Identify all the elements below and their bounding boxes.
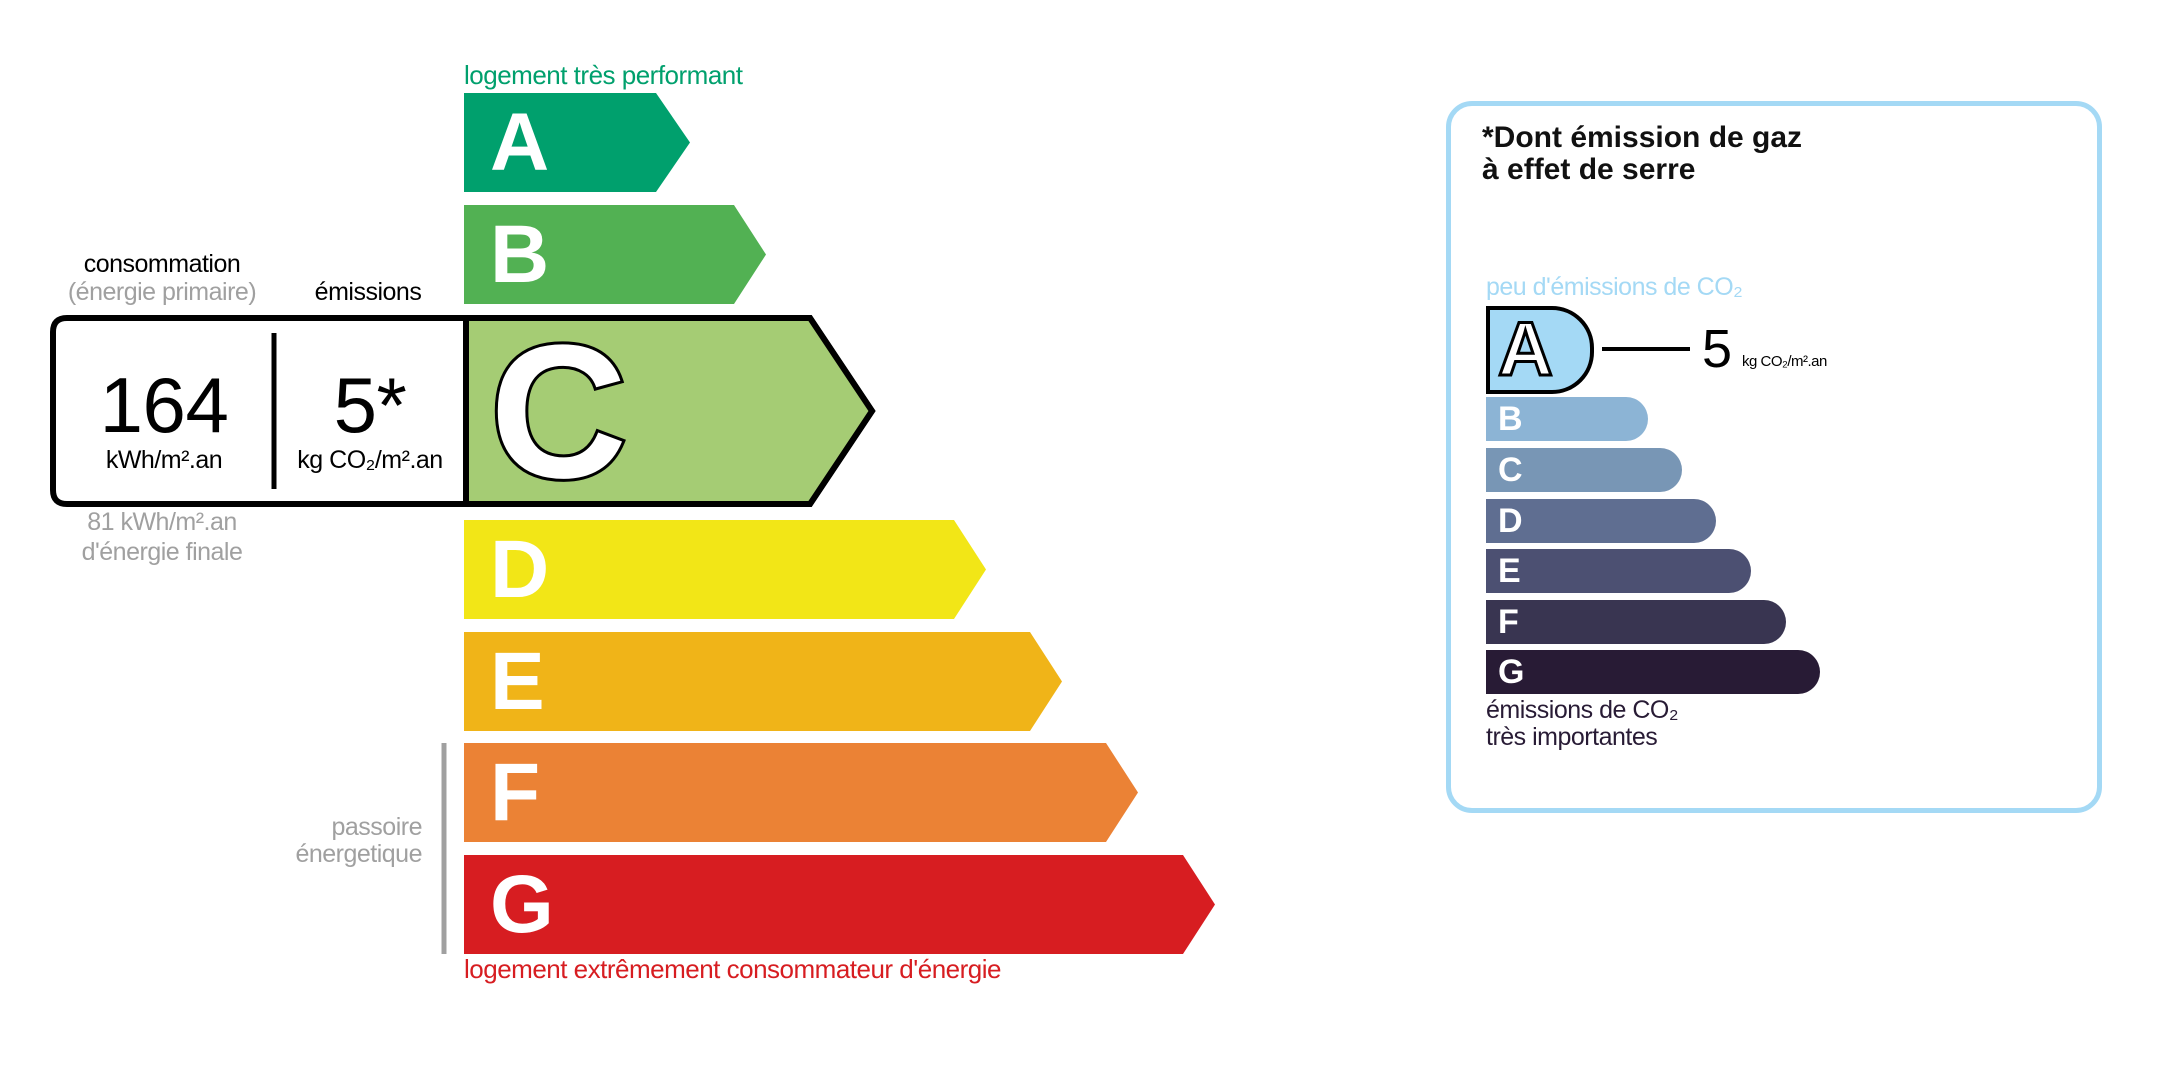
- top-label: logement très performant: [464, 60, 743, 90]
- consommation-unit: kWh/m².an: [105, 446, 223, 474]
- emissions-unit: kg CO₂/m².an: [297, 446, 443, 474]
- class-letter: D: [490, 524, 550, 615]
- ges-class-c: C: [1486, 448, 1682, 492]
- ges-bottom-line-2: très importantes: [1486, 723, 1658, 751]
- ges-bottom-line-1: émissions de CO₂: [1486, 696, 1679, 724]
- consommation-label: consommation: [83, 250, 241, 278]
- energy-class-f: F: [464, 743, 1138, 842]
- energy-class-g: G: [464, 855, 1215, 954]
- bottom-label: logement extrêmement consommateur d'éner…: [464, 954, 1001, 984]
- current-class-letter: C: [490, 306, 627, 518]
- ges-class-b: B: [1486, 397, 1648, 441]
- primaire-label: (énergie primaire): [67, 278, 257, 306]
- ges-title-line-2: à effet de serre: [1482, 153, 1696, 186]
- class-letter: B: [490, 209, 550, 300]
- ges-title: *Dont émission de gaz à effet de serre: [1482, 122, 1802, 186]
- class-letter: D: [1498, 502, 1523, 540]
- energy-class-e: E: [464, 632, 1062, 731]
- class-letter: B: [1498, 400, 1523, 438]
- ges-class-d: D: [1486, 499, 1716, 543]
- ges-class-f: F: [1486, 600, 1786, 644]
- ges-title-line-1: *Dont émission de gaz: [1482, 121, 1803, 154]
- ges-value-connector: [1602, 347, 1690, 351]
- energy-class-b: B: [464, 205, 766, 304]
- class-letter: A: [1497, 306, 1555, 394]
- class-letter: E: [1498, 552, 1521, 590]
- finale-value: 81 kWh/m².an: [87, 508, 237, 536]
- energy-class-a: A: [464, 93, 690, 192]
- class-letter: C: [1498, 451, 1523, 489]
- class-letter: G: [1498, 653, 1525, 691]
- energy-class-c: [463, 315, 876, 507]
- class-letter: E: [490, 636, 545, 727]
- class-letter: F: [1498, 603, 1519, 641]
- ges-top-label: peu d'émissions de CO₂: [1486, 273, 1743, 301]
- passoire-line-2: énergetique: [295, 840, 422, 868]
- passoire-label: passoire énergetique: [295, 814, 422, 868]
- class-letter: A: [490, 97, 550, 188]
- ges-class-a: A: [1486, 306, 1594, 394]
- ges-value: 5: [1702, 319, 1732, 379]
- ges-bottom-label: émissions de CO₂ très importantes: [1486, 696, 1679, 751]
- emissions-value: 5*: [333, 361, 407, 449]
- consommation-value: 164: [99, 361, 229, 449]
- energy-class-d: D: [464, 520, 986, 619]
- emissions-label: émissions: [314, 278, 422, 306]
- passoire-line-1: passoire: [331, 813, 423, 841]
- class-letter: F: [490, 747, 541, 838]
- ges-class-e: E: [1486, 549, 1751, 593]
- ges-panel: [1446, 101, 2102, 813]
- ges-class-g: G: [1486, 650, 1820, 694]
- class-letter: G: [490, 859, 554, 950]
- finale-label: d'énergie finale: [81, 538, 243, 566]
- ges-unit: kg CO₂/m².an: [1742, 353, 1827, 370]
